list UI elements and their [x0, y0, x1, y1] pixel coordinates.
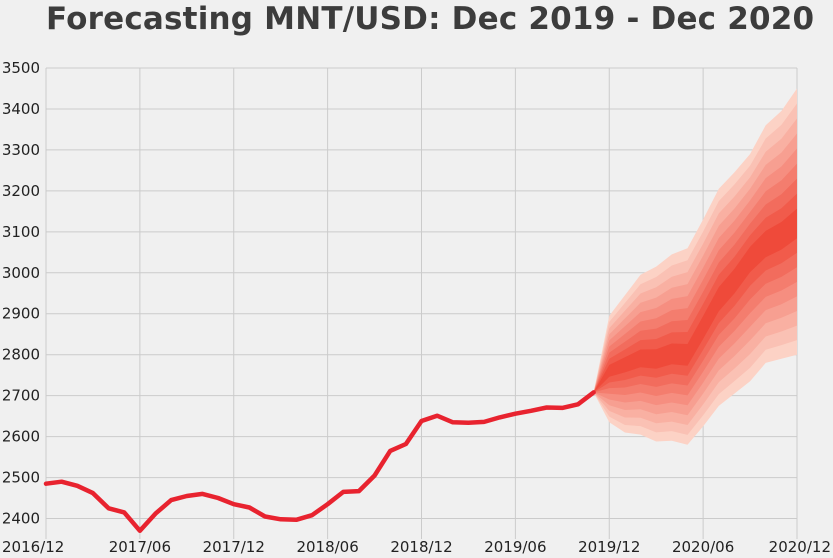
x-tick-label: 2020/12 [769, 538, 831, 556]
y-tick-label: 3300 [2, 141, 40, 159]
x-tick-label: 2017/12 [203, 538, 265, 556]
forecast-band-7 [593, 178, 797, 393]
y-tick-label: 3500 [2, 59, 40, 77]
y-tick-labels: 2400 2500 2600 2700 2800 2900 3000 3100 3200 3300… [2, 59, 40, 528]
grid-lines [45, 67, 798, 539]
forecast-band-8 [593, 193, 797, 393]
x-tick-label: 2019/12 [578, 538, 640, 556]
x-tick-label: 2018/12 [390, 538, 452, 556]
x-tick-label: 2017/06 [109, 538, 171, 556]
y-tick-label: 3200 [2, 182, 40, 200]
x-tick-label: 2019/06 [484, 538, 546, 556]
x-tick-label: 2020/06 [672, 538, 734, 556]
forecast-band-9 [593, 208, 797, 393]
y-tick-label: 2400 [2, 510, 40, 528]
y-tick-label: 3400 [2, 100, 40, 118]
history-line [43, 390, 596, 534]
forecast-fan [593, 88, 797, 445]
x-tick-label: 2018/06 [296, 538, 358, 556]
y-tick-label: 3100 [2, 223, 40, 241]
chart-title: Forecasting MNT/USD: Dec 2019 - Dec 2020 [46, 1, 815, 37]
x-tick-label: 2016/12 [2, 538, 64, 556]
y-tick-label: 2800 [2, 346, 40, 364]
y-tick-label: 2900 [2, 305, 40, 323]
y-tick-label: 3000 [2, 264, 40, 282]
history-series [43, 390, 596, 534]
y-tick-label: 2700 [2, 387, 40, 405]
y-tick-label: 2500 [2, 469, 40, 487]
y-tick-label: 2600 [2, 428, 40, 446]
x-tick-labels: 2016/12 2017/06 2017/12 2018/06 2018/12 2019/… [2, 538, 831, 556]
